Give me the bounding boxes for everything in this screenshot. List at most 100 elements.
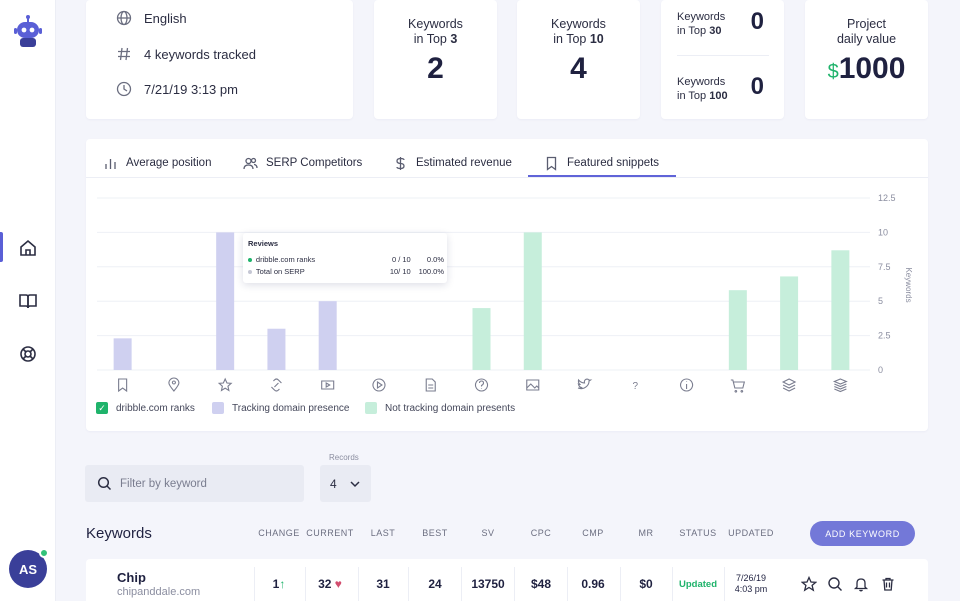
stat-top10-label-line1: Keywords — [551, 17, 606, 31]
nav-active-indicator — [0, 232, 3, 262]
tooltip-dot — [248, 269, 252, 274]
stat-top10-label: Keywords in Top 10 — [517, 17, 640, 47]
tooltip-row-percent: 100.0% — [418, 267, 445, 276]
tooltip-row: dribble.com ranks 0 / 10 0.0% — [248, 255, 444, 264]
cell-divider — [672, 567, 673, 601]
tooltip-row-name: dribble.com ranks — [255, 255, 316, 264]
cell-divider — [408, 567, 409, 601]
stat-divider — [677, 55, 769, 56]
stat-top100-value: 0 — [750, 73, 764, 100]
stat-top30-label-line1: Keywords — [677, 11, 726, 23]
keywords-tracked-text: 4 keywords tracked — [144, 46, 256, 62]
user-initials: AS — [18, 561, 38, 577]
project-value-number: 1000 — [838, 52, 906, 85]
search-icon[interactable] — [827, 576, 843, 592]
stat-top3-card: Keywords in Top 3 2 — [374, 0, 497, 119]
stat-top30-top100-card: Keywords in Top 30 0 Keywords in Top 100… — [661, 0, 784, 119]
records-select[interactable]: 4 — [320, 465, 371, 502]
cell-cmp: 0.96 — [581, 577, 605, 591]
keyword-domain: chipanddale.com — [117, 586, 201, 598]
change-value: 1 — [272, 577, 280, 591]
chevron-down-icon — [350, 480, 360, 487]
col-status[interactable]: STATUS — [679, 528, 717, 538]
stat-top3-label-bold: 3 — [450, 32, 458, 46]
cell-divider — [724, 567, 725, 601]
col-current[interactable]: CURRENT — [306, 528, 354, 538]
cell-divider — [358, 567, 359, 601]
legend-label: Tracking domain presence — [232, 402, 350, 414]
col-updated[interactable]: UPDATED — [728, 528, 774, 538]
tab-serp-competitors[interactable]: SERP Competitors — [243, 150, 362, 176]
add-keyword-button[interactable]: ADD KEYWORD — [810, 521, 915, 546]
book-icon[interactable] — [18, 291, 38, 311]
filter-keyword-input[interactable]: Filter by keyword — [85, 465, 304, 502]
tab-featured-snippets-label: Featured snippets — [567, 157, 660, 169]
col-sv[interactable]: SV — [481, 528, 495, 538]
bell-icon[interactable] — [853, 576, 869, 592]
clock-icon — [116, 81, 132, 97]
col-best[interactable]: BEST — [422, 528, 448, 538]
keyword-name[interactable]: Chip — [117, 570, 146, 585]
stat-top10-label-pre: in Top — [553, 32, 590, 46]
cell-divider — [305, 567, 306, 601]
project-info-card: English 4 keywords tracked 7/21/19 3:13 … — [86, 0, 353, 119]
col-cpc[interactable]: CPC — [530, 528, 552, 538]
cell-last: 31 — [376, 577, 390, 591]
tab-featured-snippets[interactable]: Featured snippets — [544, 150, 659, 176]
stat-top3-label-pre: in Top — [413, 32, 451, 46]
globe-icon — [116, 10, 132, 26]
home-icon[interactable] — [18, 238, 38, 258]
col-change[interactable]: CHANGE — [258, 528, 300, 538]
stat-top30-label-bold: 30 — [709, 25, 722, 37]
cell-current: 32 ♥ — [305, 577, 355, 591]
heart-icon: ♥ — [334, 577, 342, 591]
current-value: 32 — [318, 577, 332, 591]
cell-divider — [567, 567, 568, 601]
stat-top10-label-bold: 10 — [589, 32, 604, 46]
stat-top100-label-line2: in Top 100 — [677, 89, 728, 103]
star-icon[interactable] — [801, 576, 817, 592]
dollar-icon — [396, 156, 405, 170]
tooltip-row-value: 0 / 10 — [391, 255, 411, 264]
project-value-card: Project daily value $1000 — [805, 0, 928, 119]
stat-top100-label: Keywords in Top 100 — [677, 75, 728, 103]
online-status-dot — [39, 548, 49, 558]
users-icon — [243, 157, 258, 169]
legend-dribble-ranks[interactable]: ✓ dribble.com ranks — [96, 402, 195, 414]
stat-top10-value: 4 — [570, 52, 587, 85]
cell-divider — [254, 567, 255, 601]
legend-checkbox-checked[interactable]: ✓ — [96, 402, 108, 414]
search-icon — [97, 476, 112, 491]
chart-tooltip: Reviews dribble.com ranks 0 / 10 0.0% To… — [243, 233, 447, 283]
support-icon[interactable] — [18, 344, 38, 364]
project-value: $1000 — [805, 52, 928, 86]
chart-card — [86, 139, 928, 431]
legend-tracking-domain[interactable]: Tracking domain presence — [212, 402, 349, 414]
bar-chart-icon — [105, 158, 116, 169]
datetime-text: 7/21/19 3:13 pm — [144, 81, 238, 97]
table-row[interactable]: Chip chipanddale.com 1↑ 32 ♥ 31 24 13750… — [86, 559, 928, 601]
stat-top30-label-pre: in Top — [677, 25, 710, 37]
cell-change: 1↑ — [256, 577, 302, 591]
project-value-label: Project daily value — [805, 17, 928, 47]
tab-estimated-revenue[interactable]: Estimated revenue — [393, 150, 512, 176]
updated-time: 4:03 pm — [734, 584, 768, 594]
legend-checkbox[interactable] — [365, 402, 377, 414]
datetime-row: 7/21/19 3:13 pm — [116, 81, 238, 97]
hash-icon — [118, 47, 130, 61]
cell-divider — [461, 567, 462, 601]
col-mr[interactable]: MR — [638, 528, 654, 538]
trash-icon[interactable] — [880, 576, 896, 592]
tab-average-position-label: Average position — [126, 157, 212, 169]
legend-not-tracking-domain[interactable]: Not tracking domain presents — [365, 402, 515, 414]
keywords-tracked-row: 4 keywords tracked — [116, 46, 256, 62]
tab-average-position[interactable]: Average position — [103, 150, 211, 176]
keywords-title: Keywords — [86, 525, 152, 542]
cell-divider — [620, 567, 621, 601]
stat-top10-card: Keywords in Top 10 4 — [517, 0, 640, 119]
robot-logo-icon[interactable] — [12, 14, 44, 50]
records-label: Records — [329, 453, 359, 462]
legend-checkbox[interactable] — [212, 402, 224, 414]
col-cmp[interactable]: CMP — [582, 528, 604, 538]
col-last[interactable]: LAST — [370, 528, 396, 538]
